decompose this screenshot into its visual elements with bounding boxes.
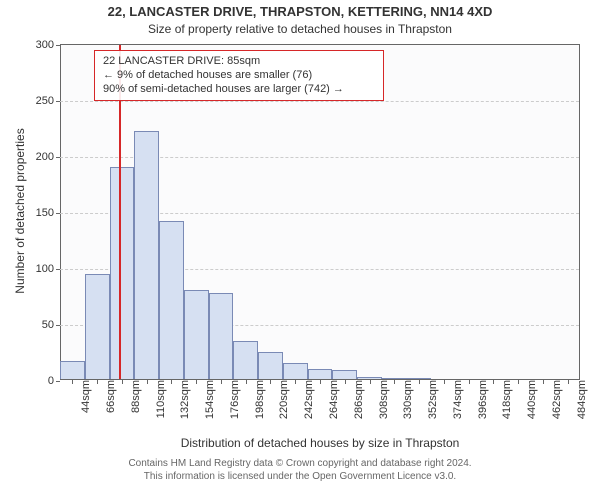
histogram-bar [184,290,209,380]
x-tick-mark [370,380,371,384]
chart-subtitle: Size of property relative to detached ho… [0,22,600,36]
x-tick-mark [543,380,544,384]
x-tick-mark [270,380,271,384]
histogram-bar [382,378,407,380]
x-tick-label: 242sqm [299,380,315,419]
histogram-bar [283,363,308,380]
x-tick-mark [320,380,321,384]
x-tick-mark [97,380,98,384]
caption-line-2: This information is licensed under the O… [0,471,600,484]
x-tick-label: 308sqm [374,380,390,419]
histogram-bar [134,131,159,380]
x-tick-label: 264sqm [324,380,340,419]
y-tick-mark [56,269,60,270]
x-tick-label: 330sqm [398,380,414,419]
x-tick-mark [246,380,247,384]
y-tick-mark [56,157,60,158]
annotation-line-2: ← 9% of detached houses are smaller (76) [103,69,375,83]
chart-title: 22, LANCASTER DRIVE, THRAPSTON, KETTERIN… [0,4,600,19]
x-tick-label: 374sqm [448,380,464,419]
x-tick-mark [221,380,222,384]
x-tick-label: 176sqm [225,380,241,419]
x-tick-label: 132sqm [175,380,191,419]
histogram-bar [110,167,135,380]
x-tick-label: 154sqm [200,380,216,419]
y-tick-mark [56,101,60,102]
annotation-box: 22 LANCASTER DRIVE: 85sqm ← 9% of detach… [94,50,384,101]
histogram-bar [209,293,234,380]
x-tick-mark [518,380,519,384]
x-tick-label: 220sqm [274,380,290,419]
x-tick-label: 88sqm [126,380,142,413]
x-tick-label: 396sqm [473,380,489,419]
x-tick-mark [394,380,395,384]
x-tick-label: 66sqm [101,380,117,413]
x-axis-label: Distribution of detached houses by size … [60,436,580,450]
x-tick-mark [196,380,197,384]
y-tick-mark [56,45,60,46]
x-tick-label: 484sqm [572,380,588,419]
y-tick-mark [56,325,60,326]
y-tick-mark [56,381,60,382]
annotation-line-1: 22 LANCASTER DRIVE: 85sqm [103,55,375,69]
histogram-bar [60,361,85,380]
histogram-bar [258,352,283,380]
y-axis-label: Number of detached properties [13,43,27,379]
x-tick-mark [295,380,296,384]
histogram-bar [233,341,258,380]
histogram-bar [407,378,432,380]
x-tick-label: 462sqm [547,380,563,419]
x-tick-mark [568,380,569,384]
x-tick-mark [171,380,172,384]
histogram-bar [332,370,357,380]
x-tick-label: 44sqm [76,380,92,413]
chart-container: { "chart": { "type": "histogram", "title… [0,0,600,500]
x-tick-label: 110sqm [151,380,167,418]
x-tick-label: 440sqm [522,380,538,419]
y-tick-mark [56,213,60,214]
caption-line-1: Contains HM Land Registry data © Crown c… [0,458,600,471]
x-tick-mark [469,380,470,384]
x-tick-label: 198sqm [250,380,266,419]
x-tick-mark [419,380,420,384]
histogram-bar [308,369,333,380]
x-tick-mark [345,380,346,384]
histogram-bar [357,377,382,380]
x-tick-label: 418sqm [497,380,513,419]
x-tick-label: 352sqm [423,380,439,419]
x-tick-mark [72,380,73,384]
x-tick-mark [122,380,123,384]
x-tick-mark [147,380,148,384]
chart-caption: Contains HM Land Registry data © Crown c… [0,458,600,483]
x-tick-mark [493,380,494,384]
x-tick-mark [444,380,445,384]
x-tick-label: 286sqm [349,380,365,419]
annotation-line-3: 90% of semi-detached houses are larger (… [103,83,375,97]
histogram-bar [159,221,184,380]
histogram-bar [85,274,110,380]
